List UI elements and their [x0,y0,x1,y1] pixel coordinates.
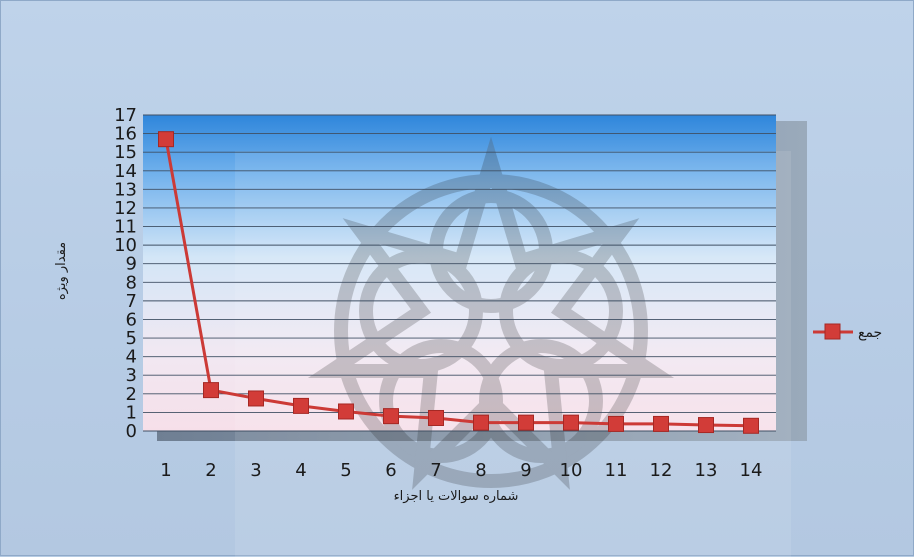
legend-label: جمع [858,325,882,341]
y-tick-label: 3 [126,365,137,386]
x-tick-label: 14 [740,460,763,481]
data-point [608,415,624,432]
watermark-emblem [235,136,791,557]
y-tick-label: 12 [114,198,137,219]
y-axis-title: مقدار ویژه [54,242,69,300]
data-point [473,414,489,431]
data-point [563,414,579,431]
y-tick-label: 17 [114,105,137,126]
y-tick-label: 1 [126,402,137,423]
y-tick-label: 11 [114,217,137,238]
y-tick-label: 4 [126,347,137,368]
y-tick-label: 5 [126,328,137,349]
plot-area [143,115,776,431]
data-point [653,415,669,432]
x-tick-label: 9 [520,460,531,481]
x-tick-label: 10 [560,460,583,481]
data-point [293,397,309,414]
x-tick-label: 3 [250,460,261,481]
y-tick-label: 13 [114,179,137,200]
data-point [743,417,759,434]
data-point [698,417,714,434]
x-tick-label: 12 [650,460,673,481]
x-tick-label: 5 [340,460,351,481]
y-tick-label: 2 [126,384,137,405]
x-tick-label: 8 [475,460,486,481]
y-tick-label: 16 [114,124,137,145]
series-line [158,131,759,434]
data-point [518,414,534,431]
y-tick-label: 15 [114,142,137,163]
y-tick-label: 0 [126,421,137,442]
data-point [248,390,264,407]
data-point [428,409,444,426]
x-tick-label: 11 [605,460,628,481]
x-axis-title: شماره سوالات یا اجزاء [394,489,519,504]
x-tick-label: 7 [430,460,441,481]
x-tick-label: 2 [205,460,216,481]
x-tick-label: 4 [295,460,306,481]
legend: جمع [813,323,882,341]
x-tick-label: 13 [695,460,718,481]
x-tick-label: 1 [160,460,171,481]
data-point [338,403,354,420]
y-tick-label: 7 [126,291,137,312]
x-tick-label: 6 [385,460,396,481]
data-point [203,382,219,399]
x-axis-ticks: 1 2 3 4 5 6 7 8 9 10 11 12 13 14 [160,460,762,481]
data-point [383,408,399,425]
data-point [158,131,174,148]
y-tick-label: 6 [126,309,137,330]
gridlines [143,114,776,432]
legend-marker [824,323,841,340]
y-tick-label: 8 [126,272,137,293]
y-tick-label: 14 [114,161,137,182]
y-tick-label: 10 [114,235,137,256]
y-tick-label: 9 [126,254,137,275]
